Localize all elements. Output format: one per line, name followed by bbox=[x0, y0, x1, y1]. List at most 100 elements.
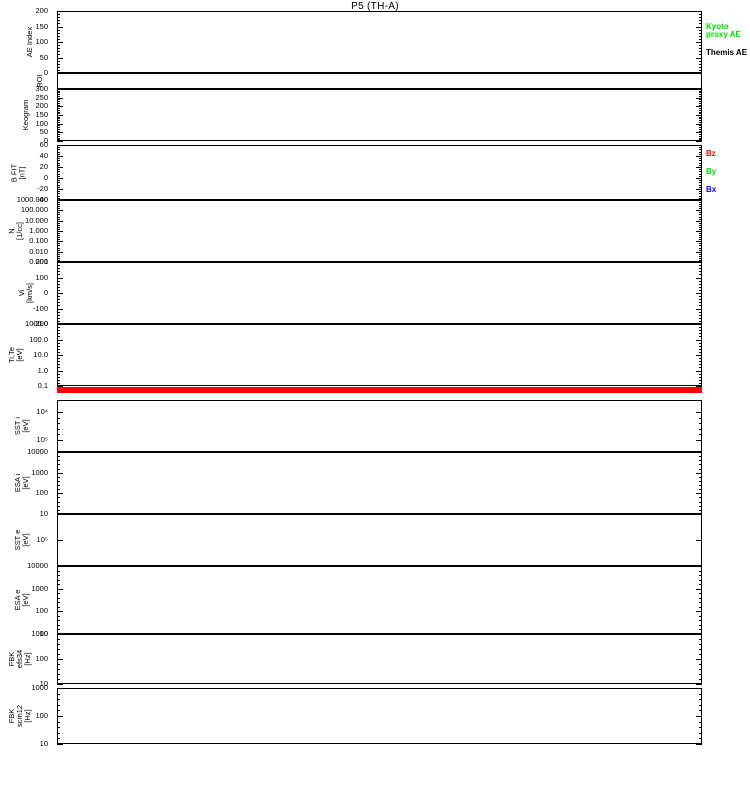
y-minor-tick bbox=[57, 174, 60, 175]
y-major-tick bbox=[57, 106, 63, 108]
y-minor-tick bbox=[57, 327, 60, 328]
y-minor-tick bbox=[57, 120, 60, 121]
y-minor-tick bbox=[699, 485, 702, 486]
y-major-tick bbox=[696, 262, 702, 263]
y-minor-tick bbox=[57, 239, 60, 240]
y-tick-label: -100 bbox=[32, 303, 48, 313]
y-minor-tick bbox=[57, 456, 60, 457]
y-minor-tick bbox=[699, 629, 702, 630]
y-minor-tick bbox=[699, 239, 702, 240]
y-minor-tick bbox=[699, 694, 702, 695]
y-minor-tick bbox=[57, 96, 60, 97]
panel-temperature bbox=[57, 324, 702, 386]
y-minor-tick bbox=[699, 722, 702, 723]
y-minor-tick bbox=[699, 125, 702, 126]
y-minor-tick bbox=[699, 235, 702, 236]
y-minor-tick bbox=[57, 738, 60, 739]
y-tick-label: 1000 bbox=[31, 583, 48, 593]
y-major-tick bbox=[696, 73, 702, 74]
y-minor-tick bbox=[57, 722, 60, 723]
y-minor-tick bbox=[699, 284, 702, 285]
y-minor-tick bbox=[57, 510, 60, 511]
y-minor-tick bbox=[699, 584, 702, 585]
y-major-tick bbox=[696, 308, 702, 310]
y-minor-tick bbox=[699, 374, 702, 375]
panel-status-black-bar bbox=[57, 393, 702, 399]
y-minor-tick bbox=[57, 113, 60, 114]
y-minor-tick bbox=[57, 654, 60, 655]
y-minor-tick bbox=[57, 593, 60, 594]
y-major-tick bbox=[57, 26, 63, 28]
y-major-tick bbox=[57, 220, 63, 222]
y-minor-tick bbox=[57, 202, 60, 203]
y-minor-tick bbox=[57, 206, 60, 207]
y-minor-tick bbox=[57, 112, 60, 113]
y-minor-tick bbox=[699, 206, 702, 207]
y-minor-tick bbox=[699, 198, 702, 199]
y-minor-tick bbox=[699, 423, 702, 424]
y-minor-tick bbox=[57, 131, 60, 132]
y-tick-label: 10 bbox=[39, 739, 48, 748]
y-minor-tick bbox=[699, 45, 702, 46]
y-minor-tick bbox=[699, 380, 702, 381]
y-minor-tick bbox=[699, 315, 702, 316]
y-major-tick bbox=[696, 241, 702, 243]
y-minor-tick bbox=[57, 152, 60, 153]
y-major-tick bbox=[696, 210, 702, 212]
y-minor-tick bbox=[699, 679, 702, 680]
y-minor-tick bbox=[57, 364, 60, 365]
y-minor-tick bbox=[699, 649, 702, 650]
y-minor-tick bbox=[57, 727, 60, 728]
axis-title-line: [Hz] bbox=[23, 709, 32, 723]
y-major-tick bbox=[696, 293, 702, 294]
axis-title: Keogram bbox=[21, 89, 30, 141]
y-minor-tick bbox=[57, 485, 60, 486]
legend-label: By bbox=[706, 168, 716, 176]
y-minor-tick bbox=[57, 710, 60, 711]
axis-title: ESA i [eV] bbox=[13, 452, 30, 514]
y-minor-tick bbox=[57, 171, 60, 172]
panel-velocity bbox=[57, 262, 702, 324]
y-minor-tick bbox=[699, 14, 702, 15]
y-minor-tick bbox=[699, 214, 702, 215]
y-tick-label: 200 bbox=[35, 6, 48, 15]
y-major-tick bbox=[696, 659, 702, 660]
y-minor-tick bbox=[699, 92, 702, 93]
y-minor-tick bbox=[699, 158, 702, 159]
y-tick-label: 100 bbox=[35, 118, 48, 128]
y-minor-tick bbox=[699, 312, 702, 313]
y-minor-tick bbox=[699, 233, 702, 234]
y-tick-label: 100 bbox=[35, 488, 48, 498]
y-minor-tick bbox=[699, 227, 702, 228]
panel-keogram bbox=[57, 89, 702, 141]
y-major-tick bbox=[696, 472, 702, 474]
y-minor-tick bbox=[57, 265, 60, 266]
y-minor-tick bbox=[699, 180, 702, 181]
y-minor-tick bbox=[699, 254, 702, 255]
y-minor-tick bbox=[57, 299, 60, 300]
y-minor-tick bbox=[699, 51, 702, 52]
y-minor-tick bbox=[699, 607, 702, 608]
y-minor-tick bbox=[57, 176, 60, 177]
y-minor-tick bbox=[699, 169, 702, 170]
y-minor-tick bbox=[57, 67, 60, 68]
y-major-tick bbox=[696, 251, 702, 253]
y-minor-tick bbox=[57, 629, 60, 630]
y-minor-tick bbox=[57, 108, 60, 109]
y-minor-tick bbox=[699, 154, 702, 155]
y-minor-tick bbox=[57, 489, 60, 490]
y-minor-tick bbox=[699, 330, 702, 331]
panel-fbk-scm12-spectrogram bbox=[57, 688, 702, 744]
y-tick-label: 0.001 bbox=[29, 257, 48, 266]
y-major-tick bbox=[696, 716, 702, 717]
y-minor-tick bbox=[57, 330, 60, 331]
y-tick-label: 100 bbox=[35, 654, 48, 663]
y-minor-tick bbox=[699, 245, 702, 246]
y-minor-tick bbox=[57, 225, 60, 226]
y-minor-tick bbox=[57, 191, 60, 192]
y-tick-label: 1.000 bbox=[29, 226, 48, 235]
y-minor-tick bbox=[57, 134, 60, 135]
y-minor-tick bbox=[699, 229, 702, 230]
y-major-tick bbox=[696, 324, 702, 325]
y-tick-label: 150 bbox=[35, 21, 48, 31]
